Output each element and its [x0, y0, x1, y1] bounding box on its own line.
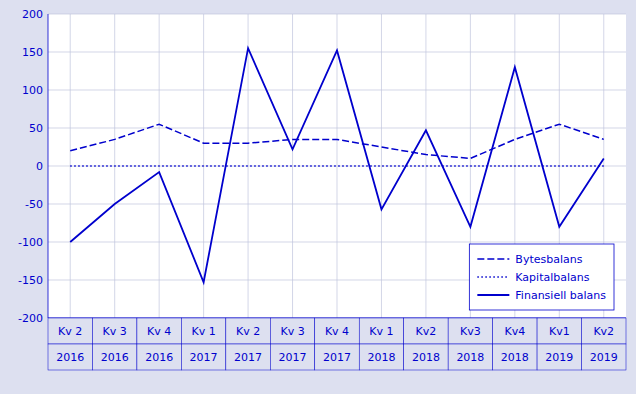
x-axis: Kv 2 2016 Kv 3 2016 Kv 4 2016 Kv 1 2017 Kv 2 2017… — [48, 318, 626, 370]
x-tick-label: 2017 — [234, 351, 262, 364]
label-cell — [48, 344, 92, 370]
y-tick-label: -50 — [25, 198, 43, 211]
label-cell — [404, 318, 448, 344]
x-tick-label: 2016 — [101, 351, 129, 364]
x-tick-label: Kv 1 — [192, 325, 216, 338]
label-cell — [493, 318, 537, 344]
x-tick-label: 2017 — [190, 351, 218, 364]
x-tick-label: Kv 4 — [325, 325, 349, 338]
label-cell — [270, 344, 314, 370]
x-tick-label: 2019 — [545, 351, 573, 364]
x-tick-label: 2018 — [501, 351, 529, 364]
y-tick-label: -200 — [18, 312, 43, 325]
legend-label: Kapitalbalans — [515, 271, 589, 284]
label-cell — [226, 344, 270, 370]
y-axis-line — [48, 14, 49, 318]
label-cell — [270, 318, 314, 344]
label-cell — [48, 318, 92, 344]
y-tick-label: 200 — [22, 8, 43, 21]
label-cell — [315, 318, 359, 344]
label-cell — [137, 318, 181, 344]
y-tick-label: 50 — [29, 122, 43, 135]
series-line — [70, 124, 604, 158]
x-tick-label: Kv3 — [460, 325, 481, 338]
x-tick-label: Kv1 — [549, 325, 570, 338]
x-tick-label: Kv2 — [416, 325, 437, 338]
legend: Bytesbalans Kapitalbalans Finansiell balan… — [469, 244, 614, 310]
x-tick-label: Kv4 — [504, 325, 525, 338]
label-cell — [92, 318, 136, 344]
x-tick-label: Kv 3 — [280, 325, 304, 338]
x-tick-label: 2016 — [145, 351, 173, 364]
x-grid-line — [337, 14, 338, 318]
x-tick-label: 2018 — [367, 351, 395, 364]
grid — [48, 14, 626, 318]
x-tick-label: Kv 4 — [147, 325, 171, 338]
label-cell — [404, 344, 448, 370]
series-line — [70, 165, 604, 166]
x-tick-label: Kv 2 — [236, 325, 260, 338]
label-cell — [137, 344, 181, 370]
label-cell — [582, 344, 626, 370]
x-tick-label: 2018 — [456, 351, 484, 364]
x-tick-label: Kv 1 — [369, 325, 393, 338]
legend-label: Bytesbalans — [515, 253, 582, 266]
plot-area — [48, 14, 626, 318]
x-tick-label: 2016 — [56, 351, 84, 364]
label-cell — [226, 318, 270, 344]
y-tick-label: 0 — [36, 160, 43, 173]
y-tick-label: -100 — [18, 236, 43, 249]
label-cell — [92, 344, 136, 370]
x-tick-label: Kv 3 — [103, 325, 127, 338]
label-cell — [359, 318, 403, 344]
y-axis: -200 -150 -100 -50 0 50 100 150 200 — [18, 8, 43, 325]
x-tick-label: 2017 — [279, 351, 307, 364]
chart: -200 -150 -100 -50 0 50 100 150 200 Kv 2 2016 Kv 3 2… — [0, 0, 636, 394]
label-cell — [582, 318, 626, 344]
legend-handle — [477, 258, 509, 260]
label-cell — [537, 344, 581, 370]
x-tick-label: 2017 — [323, 351, 351, 364]
label-cell — [315, 344, 359, 370]
legend-label: Finansiell balans — [515, 289, 606, 302]
x-grid-line — [292, 14, 293, 318]
y-tick-label: 100 — [22, 84, 43, 97]
x-tick-label: 2018 — [412, 351, 440, 364]
x-grid-line — [381, 14, 382, 318]
y-tick-label: 150 — [22, 46, 43, 59]
label-cell — [181, 344, 225, 370]
legend-handle — [477, 294, 509, 296]
label-cell — [493, 344, 537, 370]
label-cell — [537, 318, 581, 344]
x-tick-label: Kv 2 — [58, 325, 82, 338]
x-tick-label: Kv2 — [593, 325, 614, 338]
y-tick-label: -150 — [18, 274, 43, 287]
label-cell — [448, 344, 492, 370]
label-cell — [359, 344, 403, 370]
label-cell — [448, 318, 492, 344]
label-cell — [181, 318, 225, 344]
legend-box — [469, 244, 614, 310]
legend-handle — [477, 276, 509, 277]
x-tick-label: 2019 — [590, 351, 618, 364]
background — [0, 0, 636, 394]
